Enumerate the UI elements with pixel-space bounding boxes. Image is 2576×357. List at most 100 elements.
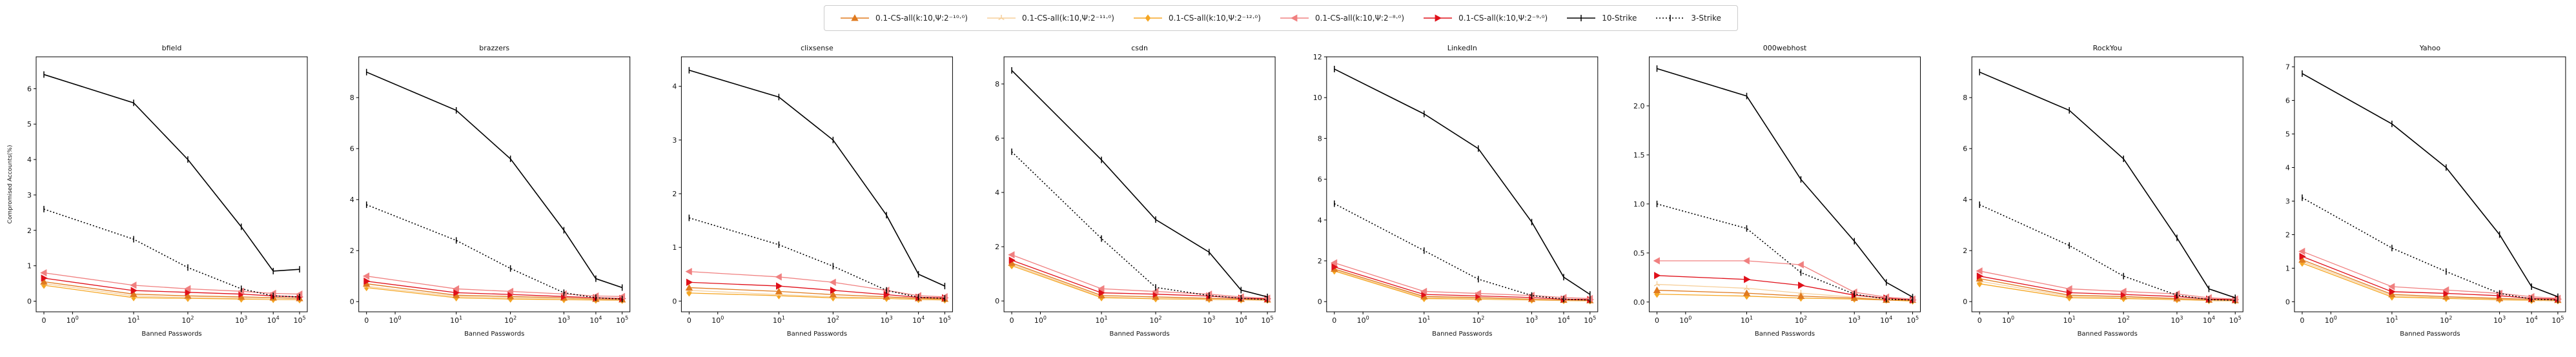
x-tick-exponent: 1 <box>136 315 139 321</box>
series-line <box>43 272 300 295</box>
x-tick-exponent: 0 <box>721 315 724 321</box>
data-point <box>2298 247 2305 256</box>
series-line <box>689 270 945 298</box>
series-line <box>689 70 945 287</box>
y-tick-label: 8 <box>1318 134 1322 143</box>
y-axis-label: Compromised Accounts(%) <box>7 145 14 224</box>
x-tick-exponent: 4 <box>598 315 602 321</box>
data-point <box>685 283 693 291</box>
y-tick-label: 0 <box>2285 298 2290 306</box>
x-tick-exponent: 3 <box>1535 315 1538 321</box>
x-tick-label: 104 <box>1235 315 1247 325</box>
series-vline <box>43 71 300 274</box>
y-tick-label: 4 <box>2285 164 2290 172</box>
y-tick-label: 2 <box>672 190 677 198</box>
series-line <box>1657 275 1913 301</box>
x-tick-label: 103 <box>235 315 247 325</box>
y-tick-label: 4 <box>27 156 32 164</box>
series-line <box>689 217 945 300</box>
series-line <box>689 290 945 300</box>
series-line <box>1657 203 1913 301</box>
subplot-title: brazzers <box>479 44 509 52</box>
data-point <box>1976 267 1983 275</box>
y-tick-label: 6 <box>350 145 354 153</box>
legend-swatch <box>841 14 870 21</box>
series-vline <box>365 201 623 303</box>
x-tick-exponent: 4 <box>2212 315 2215 321</box>
x-tick-label: 101 <box>1741 315 1753 325</box>
y-tick-label: 0 <box>350 298 354 306</box>
series-line <box>1979 270 2236 300</box>
x-tick-label: 102 <box>1795 315 1807 325</box>
y-tick-label: 2 <box>27 227 32 235</box>
series-line <box>2302 261 2558 301</box>
data-point <box>1008 256 1016 264</box>
data-point <box>2442 286 2449 294</box>
x-axis-label: Banned Passwords <box>1109 331 1169 338</box>
y-tick-label: 8 <box>1963 94 1967 102</box>
legend-marker <box>1435 14 1442 22</box>
series-line <box>689 287 945 300</box>
data-point <box>2388 283 2395 291</box>
legend-item: 0.1-CS-all(k:10,Ψ:2⁻⁹·⁰) <box>1424 12 1548 25</box>
data-point <box>2298 256 2306 263</box>
y-tick-label: 6 <box>2285 97 2290 105</box>
y-tick-label: 0 <box>1963 298 1967 306</box>
data-point <box>130 281 137 289</box>
x-tick-label: 102 <box>2440 315 2452 325</box>
y-tick-label: 3 <box>27 191 32 199</box>
series-line <box>1657 260 1913 300</box>
series-line <box>366 287 622 301</box>
x-tick-exponent: 0 <box>1688 315 1692 321</box>
series-line <box>366 204 622 300</box>
x-axis-label: Banned Passwords <box>2400 331 2460 338</box>
data-point <box>1098 289 1105 297</box>
x-tick-exponent: 2 <box>190 315 194 321</box>
data-point <box>1654 272 1661 280</box>
subplot-title: csdn <box>1131 44 1148 52</box>
series-line <box>1657 283 1913 301</box>
x-tick-exponent: 4 <box>1244 315 1247 321</box>
x-tick-exponent: 5 <box>2561 315 2564 321</box>
axes-frame <box>1971 56 2244 312</box>
series-line <box>2302 259 2558 301</box>
y-tick-label: 0 <box>1318 298 1322 306</box>
data-point <box>2065 285 2072 293</box>
data-point <box>1008 251 1015 259</box>
x-tick-exponent: 4 <box>276 315 280 321</box>
y-tick-label: 3 <box>2285 197 2290 205</box>
data-point <box>829 278 836 286</box>
x-tick-label: 104 <box>1557 315 1569 325</box>
x-axis-label: Banned Passwords <box>787 331 847 338</box>
series-line <box>43 278 300 298</box>
series-line <box>366 71 622 289</box>
y-tick-label: 4 <box>1963 196 1967 204</box>
x-tick-label: 100 <box>1679 315 1692 325</box>
x-tick-label: 0 <box>2300 316 2304 325</box>
y-tick-label: 0 <box>672 297 677 305</box>
series-vline <box>1979 68 2236 301</box>
y-tick-label: 12 <box>1313 53 1322 61</box>
y-tick-label: 1 <box>27 262 32 270</box>
x-axis-label: Banned Passwords <box>464 331 524 338</box>
series-line <box>43 209 300 298</box>
x-tick-exponent: 5 <box>1271 315 1274 321</box>
y-tick-label: 4 <box>350 196 354 204</box>
legend-marker <box>1291 14 1298 22</box>
data-point <box>40 278 48 285</box>
y-tick-label: 6 <box>1318 176 1322 184</box>
subplot-title: RockYou <box>2093 44 2122 52</box>
x-tick-exponent: 2 <box>1481 315 1484 321</box>
series-line <box>1011 262 1268 300</box>
legend-swatch <box>1424 14 1453 22</box>
x-tick-exponent: 0 <box>398 315 402 321</box>
y-tick-label: 2 <box>995 243 999 251</box>
data-point <box>41 274 48 282</box>
data-point <box>1653 281 1661 287</box>
data-point <box>1420 287 1427 296</box>
x-tick-label: 101 <box>2386 315 2398 325</box>
